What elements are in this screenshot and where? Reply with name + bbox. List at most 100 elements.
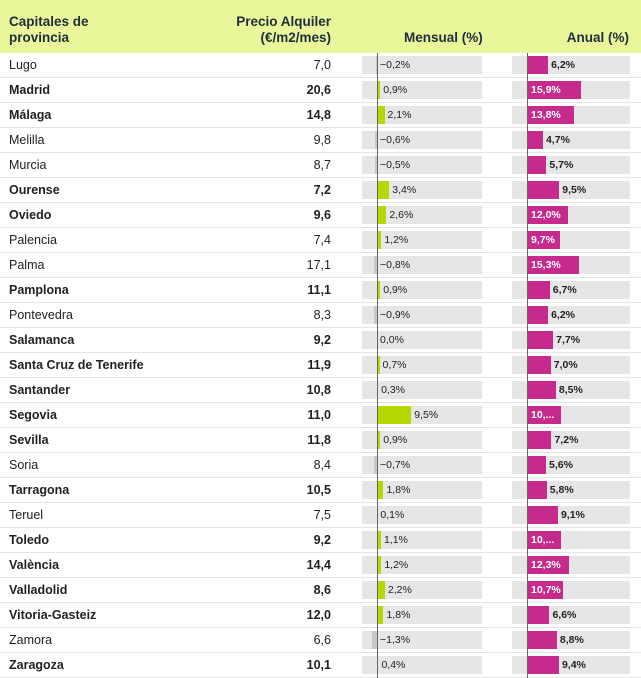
annual-zero-line xyxy=(527,278,528,303)
monthly-value-label: 9,5% xyxy=(414,409,438,421)
annual-bar xyxy=(527,431,551,449)
annual-value-label: 7,7% xyxy=(556,334,580,346)
annual-value-label: 7,0% xyxy=(554,359,578,371)
city-name: Sevilla xyxy=(9,433,49,447)
annual-bar xyxy=(527,506,558,524)
monthly-value-label: 2,2% xyxy=(388,584,412,596)
annual-zero-line xyxy=(527,653,528,678)
annual-value-label: 13,8% xyxy=(531,109,561,121)
annual-value-label: 8,5% xyxy=(559,384,583,396)
rent-price: 9,2 xyxy=(314,333,331,347)
monthly-value-label: −0,9% xyxy=(380,309,410,321)
annual-zero-line xyxy=(527,528,528,553)
monthly-zero-line xyxy=(377,528,378,553)
table-row: Salamanca 9,2 0,0% 7,7% xyxy=(0,328,641,353)
annual-value-label: 5,7% xyxy=(549,159,573,171)
monthly-track xyxy=(362,656,482,674)
city-name: Ourense xyxy=(9,183,60,197)
annual-zero-line xyxy=(527,628,528,653)
city-name: Salamanca xyxy=(9,333,74,347)
annual-bar xyxy=(527,456,546,474)
monthly-zero-line xyxy=(377,503,378,528)
monthly-value-label: 1,2% xyxy=(384,559,408,571)
annual-value-label: 5,6% xyxy=(549,459,573,471)
city-name: Oviedo xyxy=(9,208,51,222)
annual-zero-line xyxy=(527,303,528,328)
rent-price: 10,5 xyxy=(307,483,331,497)
annual-value-label: 9,5% xyxy=(562,184,586,196)
rent-price: 11,8 xyxy=(307,433,331,447)
monthly-zero-line xyxy=(377,228,378,253)
monthly-value-label: −0,7% xyxy=(380,459,410,471)
city-name: Palma xyxy=(9,258,44,272)
rent-price: 17,1 xyxy=(307,258,331,272)
city-name: Tarragona xyxy=(9,483,69,497)
city-name: València xyxy=(9,558,59,572)
rent-price: 6,6 xyxy=(314,633,331,647)
annual-bar xyxy=(527,631,557,649)
rent-price: 10,1 xyxy=(307,658,331,672)
city-name: Málaga xyxy=(9,108,51,122)
city-name: Madrid xyxy=(9,83,50,97)
monthly-value-label: 0,7% xyxy=(383,359,407,371)
annual-value-label: 9,7% xyxy=(531,234,555,246)
annual-zero-line xyxy=(527,478,528,503)
monthly-zero-line xyxy=(377,253,378,278)
monthly-value-label: 0,9% xyxy=(383,84,407,96)
annual-bar xyxy=(527,56,548,74)
annual-value-label: 15,3% xyxy=(531,259,561,271)
annual-bar xyxy=(527,356,551,374)
column-header-annual: Anual (%) xyxy=(567,30,629,46)
annual-zero-line xyxy=(527,553,528,578)
table-row: Sevilla 11,8 0,9% 7,2% xyxy=(0,428,641,453)
annual-value-label: 8,8% xyxy=(560,634,584,646)
monthly-value-label: −0,2% xyxy=(380,59,410,71)
annual-value-label: 7,2% xyxy=(554,434,578,446)
monthly-zero-line xyxy=(377,378,378,403)
annual-zero-line xyxy=(527,103,528,128)
annual-value-label: 5,8% xyxy=(550,484,574,496)
price-header-line2: (€/m2/mes) xyxy=(260,30,331,45)
annual-zero-line xyxy=(527,128,528,153)
monthly-value-label: 0,0% xyxy=(380,334,404,346)
annual-value-label: 10,7% xyxy=(531,584,561,596)
monthly-value-label: 0,3% xyxy=(381,384,405,396)
price-header-line1: Precio Alquiler xyxy=(236,14,331,29)
monthly-bar xyxy=(377,181,389,199)
city-name: Vitoria-Gasteiz xyxy=(9,608,96,622)
monthly-zero-line xyxy=(377,303,378,328)
city-name: Valladolid xyxy=(9,583,67,597)
table-row: Palma 17,1 −0,8% 15,3% xyxy=(0,253,641,278)
annual-bar xyxy=(527,331,553,349)
monthly-value-label: 1,2% xyxy=(384,234,408,246)
rent-price: 7,0 xyxy=(314,58,331,72)
annual-bar xyxy=(527,606,549,624)
city-header-line1: Capitales de xyxy=(9,14,89,29)
monthly-value-label: −0,8% xyxy=(380,259,410,271)
monthly-value-label: 0,9% xyxy=(383,434,407,446)
monthly-zero-line xyxy=(377,178,378,203)
annual-bar xyxy=(527,656,559,674)
city-name: Santa Cruz de Tenerife xyxy=(9,358,144,372)
monthly-track xyxy=(362,381,482,399)
monthly-bar xyxy=(377,106,385,124)
column-header-price: Precio Alquiler (€/m2/mes) xyxy=(171,14,331,46)
monthly-zero-line xyxy=(377,353,378,378)
monthly-value-label: 1,1% xyxy=(384,534,408,546)
annual-value-label: 6,6% xyxy=(552,609,576,621)
annual-zero-line xyxy=(527,203,528,228)
monthly-bar xyxy=(377,406,411,424)
rent-price: 9,2 xyxy=(314,533,331,547)
rent-price: 11,9 xyxy=(307,358,331,372)
rent-price: 11,1 xyxy=(307,283,331,297)
column-header-monthly: Mensual (%) xyxy=(404,30,483,46)
